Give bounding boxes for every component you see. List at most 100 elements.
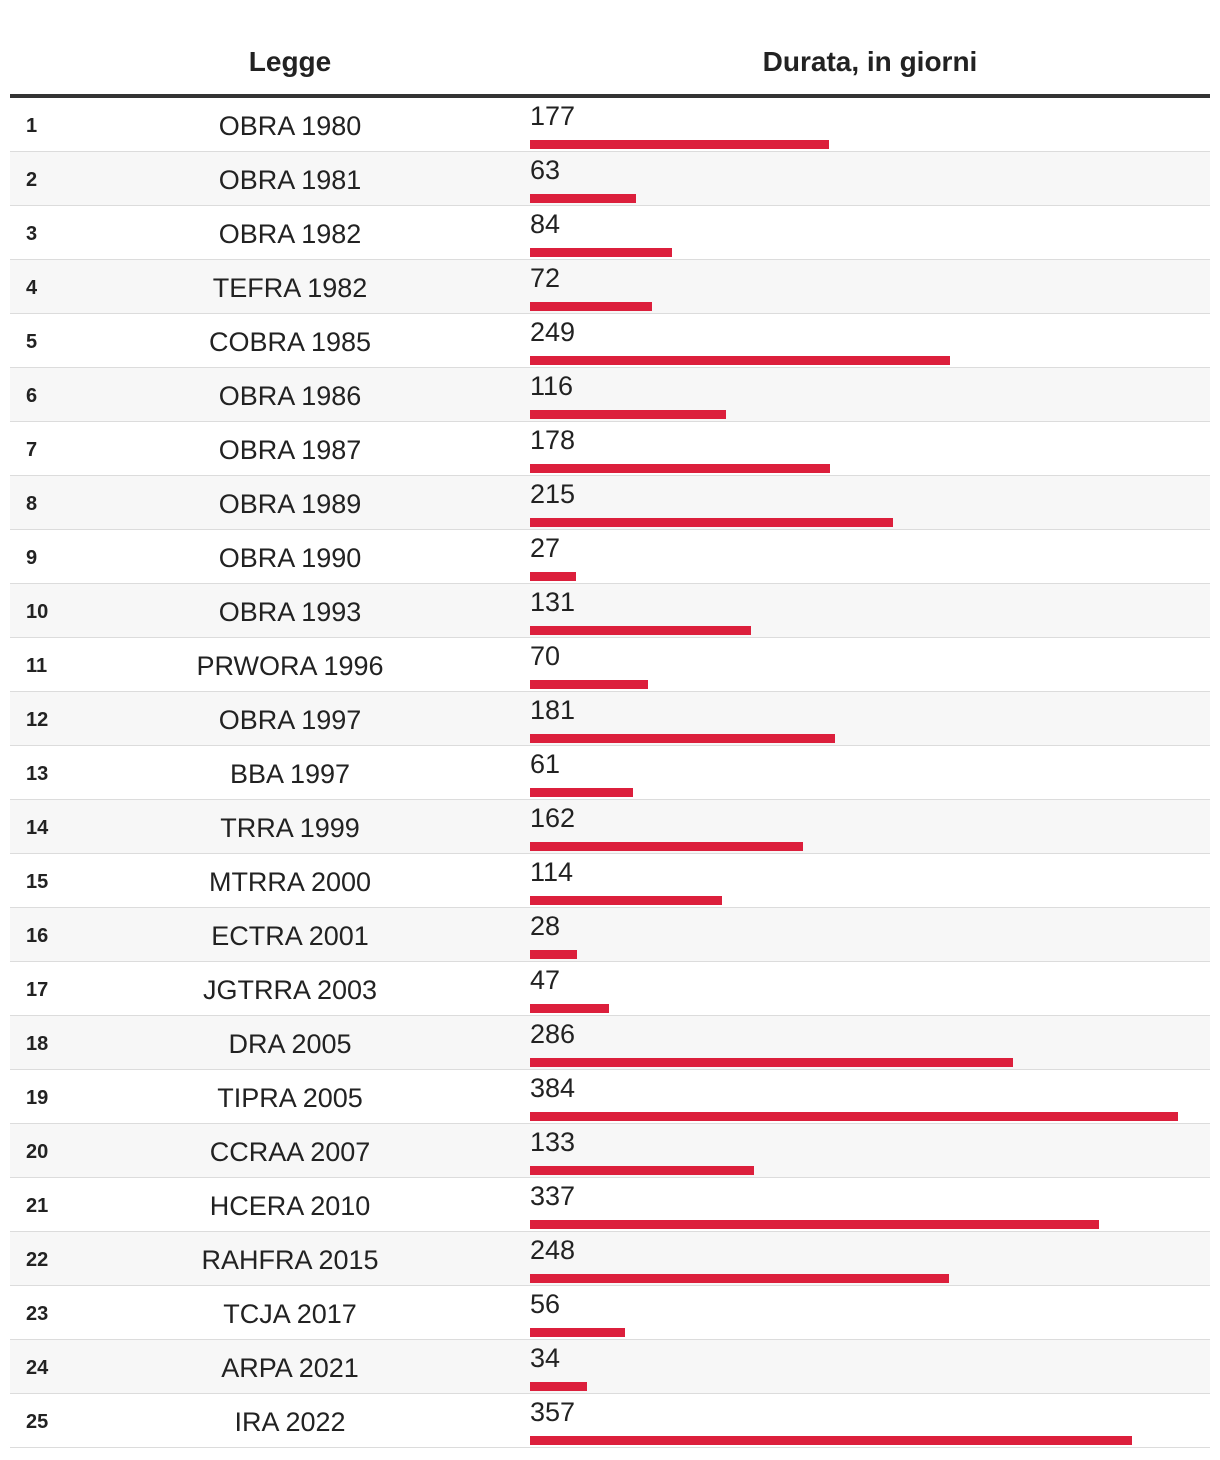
table-row: 13 BBA 1997 61	[10, 746, 1210, 800]
law-label: JGTRRA 2003	[202, 975, 378, 1005]
duration-bar	[530, 1274, 949, 1283]
law-label: OBRA 1990	[218, 543, 362, 573]
duration-bar	[530, 734, 835, 743]
duration-value-label: 34	[530, 1343, 561, 1373]
table-row: 25 IRA 2022 357	[10, 1394, 1210, 1448]
law-label: PRWORA 1996	[196, 651, 384, 681]
law-label: OBRA 1982	[218, 219, 362, 249]
rank-label: 25	[26, 1411, 49, 1433]
duration-value-label: 248	[530, 1235, 576, 1265]
law-label: RAHFRA 2015	[201, 1245, 379, 1275]
table-row: 16 ECTRA 2001 28	[10, 908, 1210, 962]
duration-value-label: 286	[530, 1019, 576, 1049]
duration-bar	[530, 356, 950, 365]
table-row: 11 PRWORA 1996 70	[10, 638, 1210, 692]
duration-value-label: 28	[530, 911, 561, 941]
rank-label: 9	[26, 547, 38, 569]
law-label: OBRA 1997	[218, 705, 362, 735]
duration-bar	[530, 1058, 1013, 1067]
duration-value-label: 215	[530, 479, 576, 509]
duration-value-label: 337	[530, 1181, 576, 1211]
table-row: 7 OBRA 1987 178	[10, 422, 1210, 476]
rank-label: 13	[26, 763, 49, 785]
duration-bar	[530, 680, 648, 689]
duration-bar	[530, 464, 830, 473]
table-row: 8 OBRA 1989 215	[10, 476, 1210, 530]
ranking-table: Legge Durata, in giorni 1 OBRA 1980 177 2 OB…	[10, 28, 1210, 1448]
law-label: OBRA 1980	[218, 111, 362, 141]
table-row: 4 TEFRA 1982 72	[10, 260, 1210, 314]
rank-label: 11	[26, 655, 48, 677]
law-label: HCERA 2010	[209, 1191, 371, 1221]
rank-label: 5	[26, 331, 38, 353]
table-body: 1 OBRA 1980 177 2 OBRA 1981 63 3 OBRA 1982 84 4 TE…	[10, 98, 1210, 1448]
table-row: 23 TCJA 2017 56	[10, 1286, 1210, 1340]
law-label: CCRAA 2007	[209, 1137, 371, 1167]
table-header: Legge Durata, in giorni	[10, 28, 1210, 98]
law-label: OBRA 1993	[218, 597, 362, 627]
duration-value-label: 177	[530, 101, 576, 131]
law-label: TIPRA 2005	[217, 1083, 363, 1113]
rank-label: 10	[26, 601, 49, 623]
duration-value-label: 357	[530, 1397, 576, 1427]
duration-value-label: 114	[530, 857, 574, 887]
rank-label: 21	[26, 1195, 49, 1217]
table-row: 17 JGTRRA 2003 47	[10, 962, 1210, 1016]
law-label: TCJA 2017	[223, 1299, 357, 1329]
law-label: DRA 2005	[228, 1029, 352, 1059]
rank-label: 22	[26, 1249, 49, 1271]
rank-label: 6	[26, 385, 38, 407]
duration-bar	[530, 1382, 587, 1391]
table-row: 3 OBRA 1982 84	[10, 206, 1210, 260]
table-row: 24 ARPA 2021 34	[10, 1340, 1210, 1394]
duration-bar	[530, 302, 652, 311]
law-label: COBRA 1985	[208, 327, 372, 357]
duration-value-label: 63	[530, 155, 561, 185]
table-row: 18 DRA 2005 286	[10, 1016, 1210, 1070]
duration-value-label: 162	[530, 803, 576, 833]
duration-value-label: 72	[530, 263, 561, 293]
table-row: 1 OBRA 1980 177	[10, 98, 1210, 152]
law-label: IRA 2022	[234, 1407, 346, 1437]
duration-value-label: 133	[530, 1127, 576, 1157]
rank-label: 14	[26, 817, 49, 839]
table-row: 20 CCRAA 2007 133	[10, 1124, 1210, 1178]
duration-value-label: 47	[530, 965, 561, 995]
law-label: TEFRA 1982	[212, 273, 368, 303]
duration-bar	[530, 518, 893, 527]
rank-label: 16	[26, 925, 49, 947]
duration-bar	[530, 896, 722, 905]
rank-label: 3	[26, 223, 38, 245]
rank-label: 8	[26, 493, 38, 515]
rank-label: 20	[26, 1141, 49, 1163]
table-row: 2 OBRA 1981 63	[10, 152, 1210, 206]
law-label: OBRA 1987	[218, 435, 362, 465]
duration-bar	[530, 1436, 1132, 1445]
table-row: 10 OBRA 1993 131	[10, 584, 1210, 638]
duration-value-label: 61	[530, 749, 561, 779]
rank-label: 7	[26, 439, 38, 461]
table-row: 14 TRRA 1999 162	[10, 800, 1210, 854]
law-label: TRRA 1999	[220, 813, 360, 843]
rank-label: 1	[26, 115, 38, 137]
rank-label: 24	[26, 1357, 49, 1379]
duration-bar	[530, 1220, 1099, 1229]
rank-label: 4	[26, 277, 38, 299]
rank-label: 19	[26, 1087, 49, 1109]
duration-value-label: 84	[530, 209, 561, 239]
duration-bar	[530, 842, 803, 851]
duration-bar	[530, 140, 829, 149]
duration-value-label: 249	[530, 317, 576, 347]
duration-bar	[530, 1112, 1178, 1121]
duration-bar	[530, 1004, 609, 1013]
duration-bar	[530, 950, 577, 959]
table-row: 22 RAHFRA 2015 248	[10, 1232, 1210, 1286]
law-label: ARPA 2021	[221, 1353, 359, 1383]
table-row: 9 OBRA 1990 27	[10, 530, 1210, 584]
duration-bar	[530, 1166, 754, 1175]
duration-value-label: 384	[530, 1073, 576, 1103]
rank-label: 23	[26, 1303, 49, 1325]
table-row: 6 OBRA 1986 116	[10, 368, 1210, 422]
law-label: ECTRA 2001	[211, 921, 369, 951]
duration-bar	[530, 248, 672, 257]
